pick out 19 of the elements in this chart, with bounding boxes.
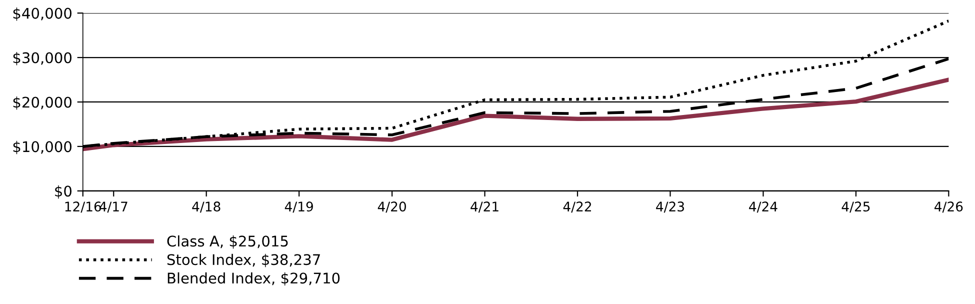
x-tick-label: 12/16	[65, 202, 102, 213]
y-tick-label: $30,000	[13, 52, 72, 66]
y-tick-label: $40,000	[13, 8, 72, 21]
legend-label: Blended Index, $29,710	[168, 272, 340, 286]
x-tick-label: 4/19	[284, 202, 313, 213]
y-tick-label: $0	[55, 185, 72, 199]
x-tick-label: 4/25	[842, 202, 870, 213]
legend-label: Stock Index, $38,237	[167, 254, 320, 268]
x-tick-label: 4/17	[99, 202, 128, 213]
legend-label: Class A, $25,015	[167, 235, 288, 249]
x-tick-label: 4/26	[934, 202, 963, 213]
x-tick-label: 4/22	[563, 202, 591, 213]
x-tick-label: 4/20	[378, 202, 406, 213]
x-tick-label: 4/24	[749, 202, 778, 213]
x-tick-label: 4/18	[192, 202, 220, 213]
x-tick-label: 4/21	[470, 202, 498, 213]
x-tick-label: 4/23	[656, 202, 684, 213]
y-tick-label: $20,000	[13, 96, 72, 110]
y-tick-label: $10,000	[13, 140, 72, 154]
